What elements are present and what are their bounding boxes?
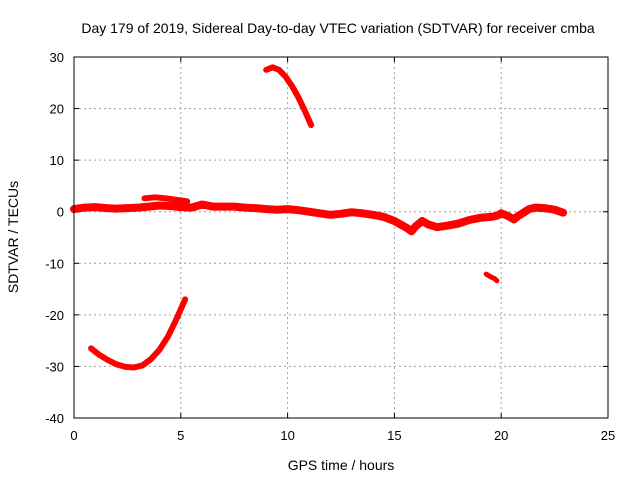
- series-high-arc: [263, 64, 315, 129]
- x-tick-label: 25: [601, 428, 615, 443]
- chart-title: Day 179 of 2019, Sidereal Day-to-day VTE…: [81, 20, 594, 36]
- y-axis-label: SDTVAR / TECUs: [5, 181, 21, 293]
- y-tick-label: 0: [57, 205, 64, 220]
- plot-frame: [73, 56, 609, 419]
- x-tick-label: 20: [494, 428, 508, 443]
- x-axis-label: GPS time / hours: [288, 457, 395, 473]
- series-upper-band: [141, 194, 191, 205]
- x-tick-label: 5: [177, 428, 184, 443]
- series-main-band: [70, 200, 568, 236]
- axis-ticks: 0 5 10 15 20 25 -40 -30 -20 -10 0 10 20 30: [45, 50, 615, 443]
- y-tick-label: -10: [45, 256, 64, 271]
- y-tick-label: -30: [45, 359, 64, 374]
- y-tick-label: 10: [50, 153, 64, 168]
- y-tick-label: 20: [50, 102, 64, 117]
- series-low-arc: [88, 296, 189, 371]
- series-small-segment: [483, 271, 500, 284]
- x-tick-label: 15: [387, 428, 401, 443]
- x-tick-label: 10: [280, 428, 294, 443]
- y-tick-label: -40: [45, 411, 64, 426]
- y-tick-label: -20: [45, 308, 64, 323]
- grid-lines: [74, 57, 608, 418]
- data-series: [70, 64, 568, 371]
- x-tick-label: 0: [70, 428, 77, 443]
- y-tick-label: 30: [50, 50, 64, 65]
